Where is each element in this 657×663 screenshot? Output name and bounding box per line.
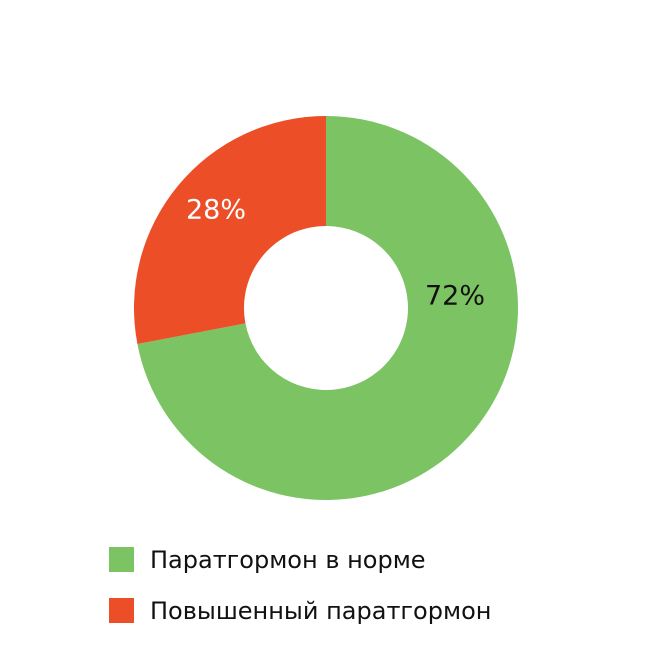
slice bbox=[133, 116, 326, 344]
slice bbox=[137, 116, 518, 500]
legend-label: Паратгормон в норме bbox=[150, 546, 426, 574]
legend-swatch bbox=[109, 547, 134, 572]
legend-swatch bbox=[109, 598, 134, 623]
value-label: 28% bbox=[186, 195, 246, 226]
legend-label: Повышенный паратгормон bbox=[150, 597, 491, 625]
value-label: 72% bbox=[425, 281, 485, 312]
